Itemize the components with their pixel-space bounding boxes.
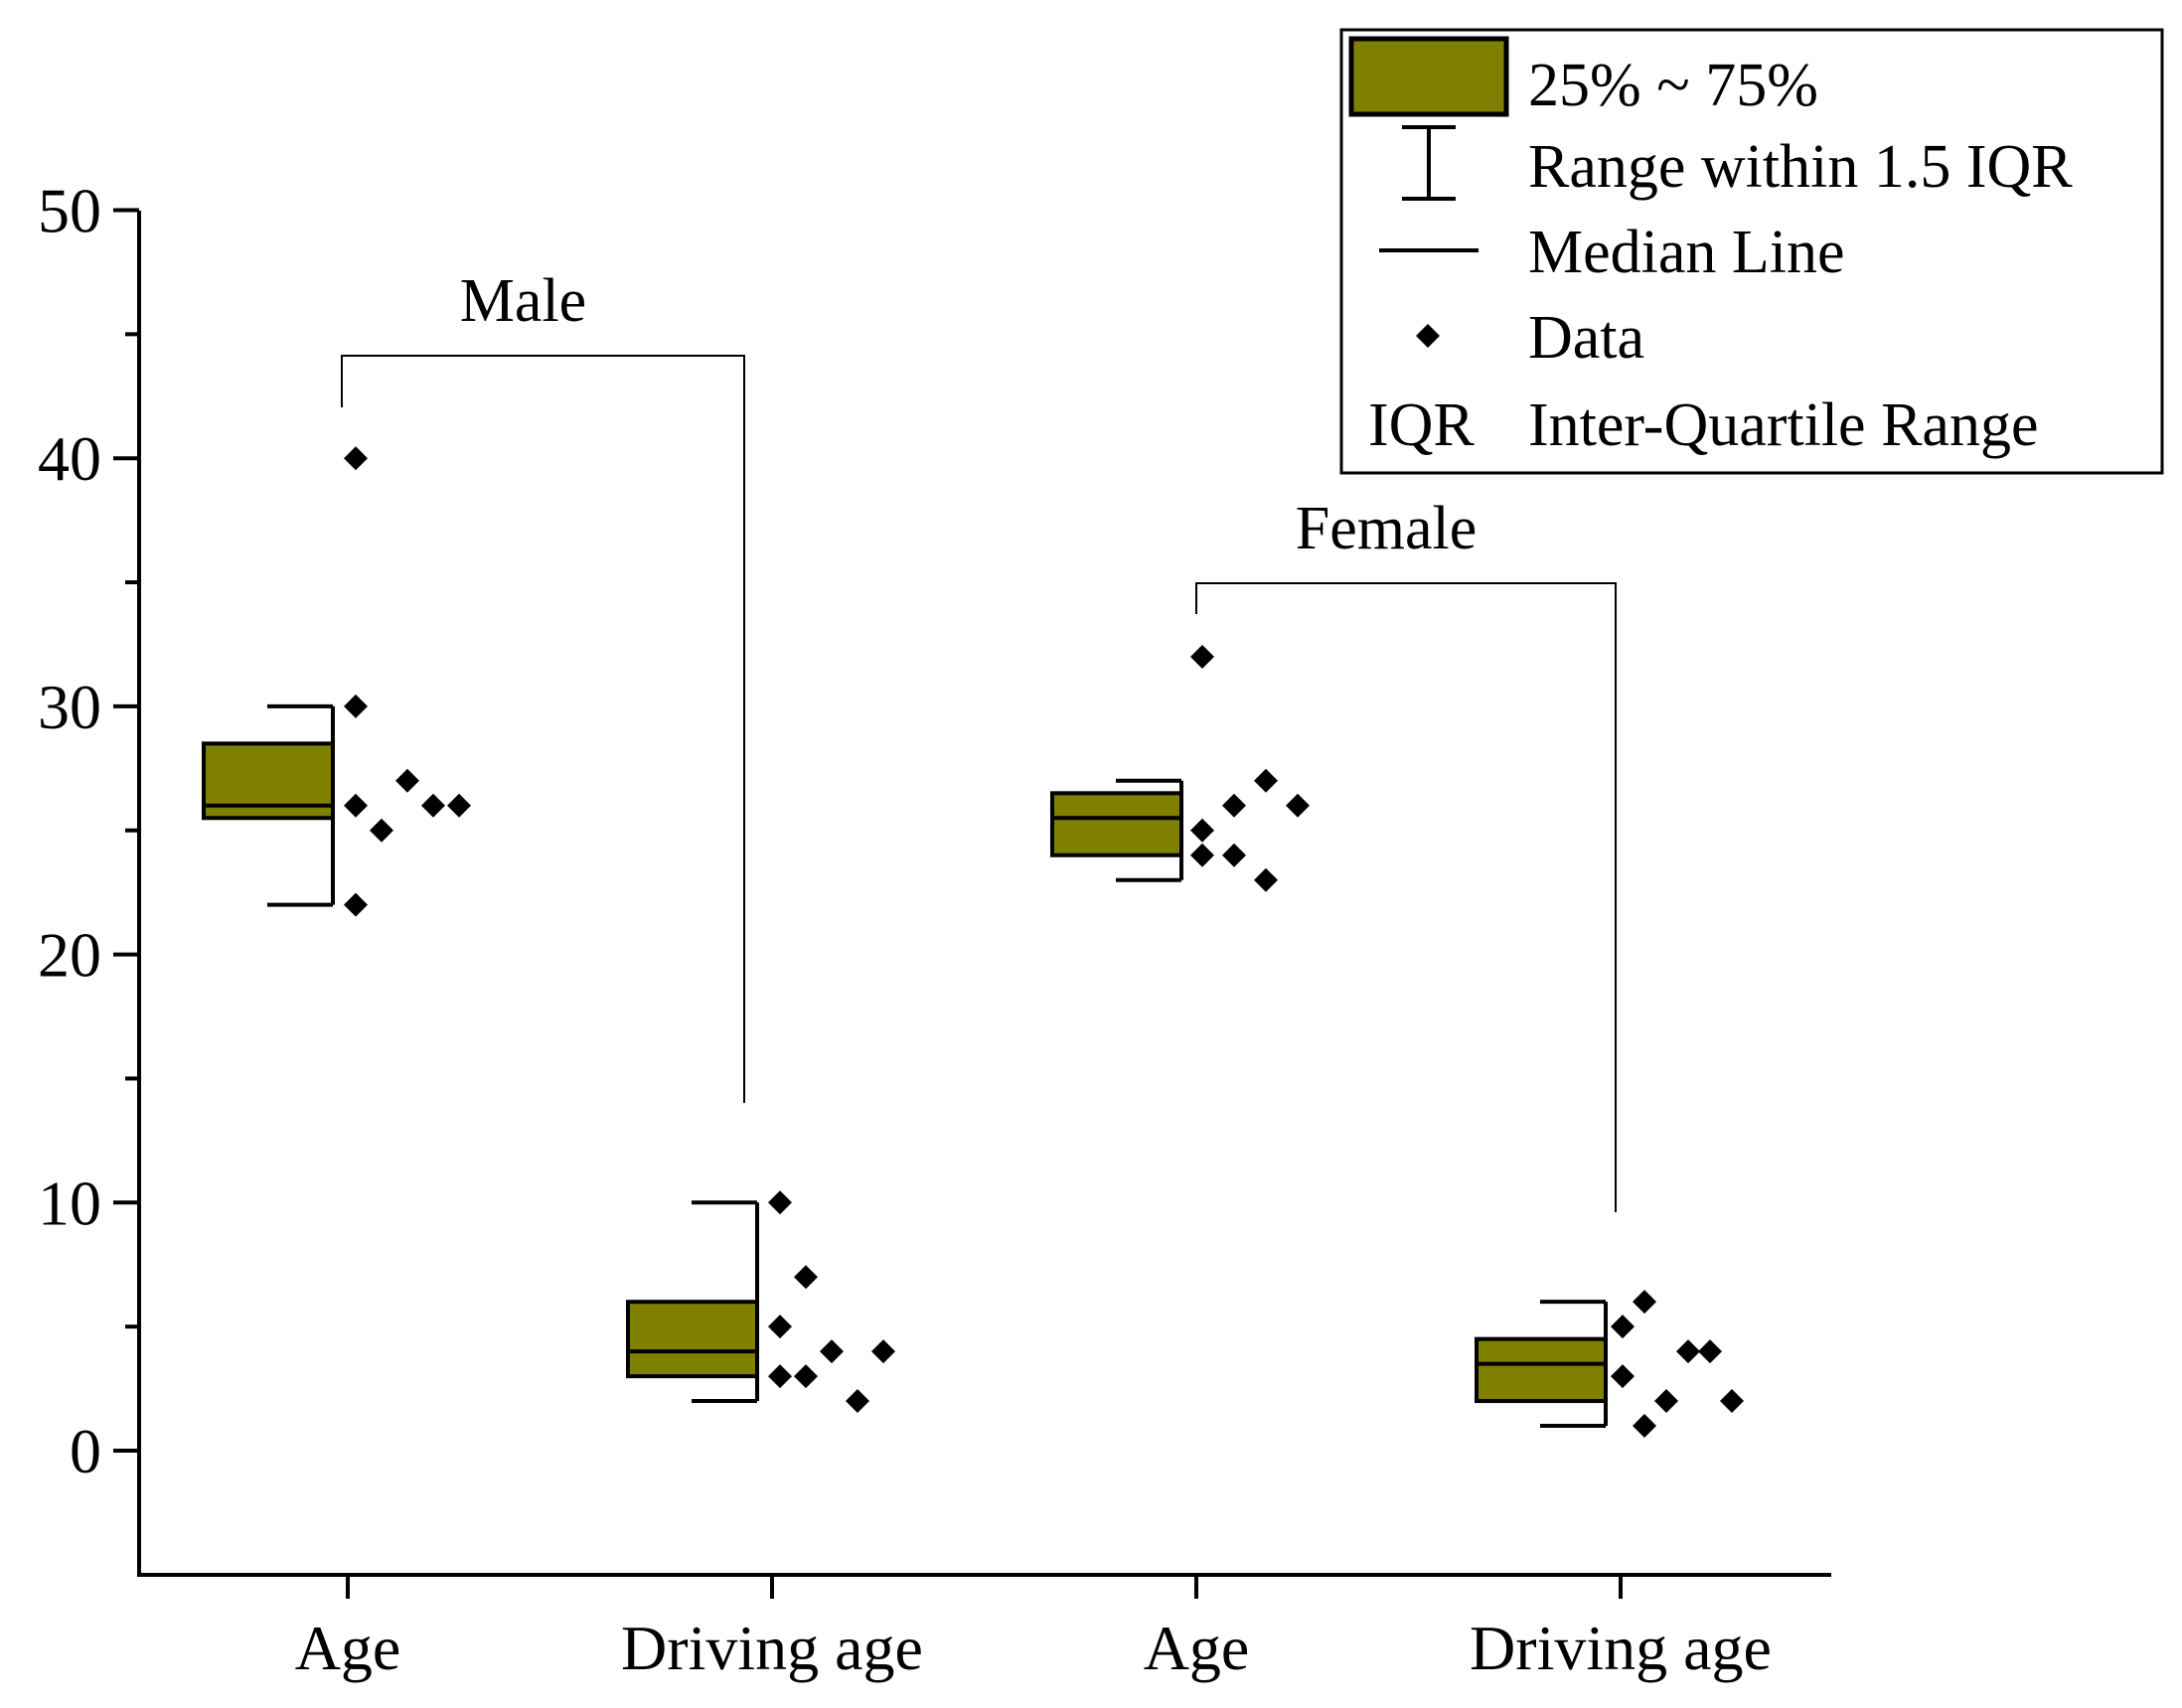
axes: 0 10 20 30 40 50 Age Driving age Age Driving age [38,176,1831,1683]
data-point [421,793,445,818]
x-tick-label: Age [1144,1613,1250,1683]
y-tick-label: 0 [70,1416,101,1486]
data-point [1254,867,1278,892]
data-point [1720,1389,1744,1414]
data-point [820,1339,844,1364]
iqr-box [1050,791,1183,857]
data-point [1633,1414,1656,1439]
data-point [344,446,368,471]
data-point [344,793,368,818]
data-point [1654,1389,1678,1414]
data-point [871,1339,895,1364]
legend-diamond-symbol [1416,324,1440,348]
data-point [768,1364,792,1389]
legend-label: Inter-Quartile Range [1528,391,2038,459]
data-point [1254,768,1278,793]
data-point [1611,1364,1635,1389]
data-point [1698,1339,1722,1364]
data-point [846,1389,869,1414]
data-point [344,694,368,718]
data-point [1190,644,1214,669]
x-tick-label: Age [295,1613,401,1683]
data-point [1286,793,1310,818]
group-label: Male [460,267,586,335]
legend: 25% ~ 75% Range within 1.5 IQR Median Line… [1339,28,2164,475]
data-point [794,1364,818,1389]
y-tick-label: 30 [38,672,101,742]
y-tick-label: 40 [38,423,101,494]
data-point [1190,843,1214,867]
data-point [344,892,368,917]
iqr-box [626,1300,759,1379]
data-point [370,818,393,843]
iqr-box [1475,1336,1608,1404]
data-point [768,1190,792,1215]
legend-label: Data [1528,304,1644,372]
data-point [1222,843,1246,867]
data-point [794,1265,818,1290]
legend-iqr-abbrev: IQR [1368,391,1475,459]
legend-label: Median Line [1528,219,1845,286]
x-tick-label: Driving age [1470,1613,1772,1683]
group-label: Female [1296,495,1478,562]
group-bracket [341,355,745,1103]
boxes [202,703,1608,1429]
data-point [1633,1290,1656,1315]
legend-label: 25% ~ 75% [1528,52,1818,119]
group-bracket [1195,582,1617,1212]
legend-label: Range within 1.5 IQR [1528,133,2073,201]
data-points [344,446,1744,1439]
y-tick-label: 10 [38,1167,101,1238]
data-point [1222,793,1246,818]
data-point [768,1315,792,1339]
data-point [1676,1339,1700,1364]
legend-box-swatch [1348,36,1509,117]
y-tick-label: 50 [38,176,101,246]
data-point [1611,1315,1635,1339]
y-tick-label: 20 [38,920,101,991]
group-brackets: Male Female [341,267,1617,1212]
x-tick-label: Driving age [621,1613,923,1683]
data-point [395,768,419,793]
data-point [1190,818,1214,843]
data-point [447,793,471,818]
